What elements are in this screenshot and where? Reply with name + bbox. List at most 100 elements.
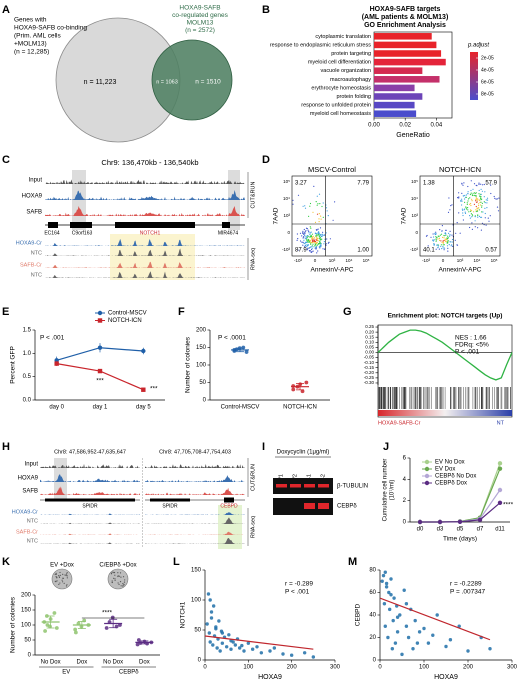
x-tick-label: 0 xyxy=(378,665,382,671)
annotation: **** xyxy=(503,502,514,509)
flow-event xyxy=(309,202,312,205)
data-point xyxy=(255,645,259,649)
flow-event xyxy=(488,220,490,222)
data-point xyxy=(393,641,398,645)
plot-title: MSCV-Control xyxy=(308,165,356,174)
region-title: Chr8: 47,586,952-47,635,647 xyxy=(54,449,126,455)
flow-event xyxy=(469,210,472,212)
data-point xyxy=(205,622,209,626)
flow-event xyxy=(302,244,304,246)
x-tick-label: 10³ xyxy=(329,258,336,263)
flow-event xyxy=(476,210,479,212)
x-tick-label: 10⁵ xyxy=(491,258,498,263)
flow-event xyxy=(464,194,466,197)
data-point xyxy=(435,613,439,617)
flow-event xyxy=(461,208,463,210)
flow-event xyxy=(315,235,317,237)
quadrant-value: 3.27 xyxy=(295,181,307,187)
colony xyxy=(55,572,57,574)
annotation: **** xyxy=(102,610,113,617)
flow-event xyxy=(302,231,304,233)
colony xyxy=(65,585,68,587)
flow-event xyxy=(437,238,439,240)
panel-letter: J xyxy=(383,441,389,453)
flow-event xyxy=(486,199,489,201)
data-point xyxy=(229,639,233,643)
colony xyxy=(111,581,113,583)
y-tick-label: 80 xyxy=(369,568,376,574)
colony-image xyxy=(107,568,129,590)
flow-event xyxy=(315,240,317,243)
flow-event xyxy=(446,238,448,240)
track-label: HOXA9-Cr xyxy=(16,240,42,246)
flow-event xyxy=(490,192,492,195)
data-point xyxy=(431,633,435,637)
data-point xyxy=(398,613,402,617)
y-tick-label: 10³ xyxy=(283,213,290,218)
data-point xyxy=(206,592,211,596)
flow-event xyxy=(471,214,473,216)
flow-event xyxy=(478,183,480,185)
chart-title: (AML patients & MOLM13) xyxy=(362,14,449,21)
flow-event xyxy=(305,230,307,232)
x-tick-label: 10⁵ xyxy=(363,258,370,263)
blot-band xyxy=(318,484,329,488)
flow-event xyxy=(304,233,306,235)
flow-event xyxy=(307,229,309,231)
flow-event xyxy=(314,221,317,223)
flow-event xyxy=(319,241,321,243)
flow-event xyxy=(469,193,471,196)
flow-event xyxy=(471,194,473,196)
flow-event xyxy=(471,216,473,218)
flow-event xyxy=(432,240,434,242)
marker xyxy=(141,387,146,392)
flow-event xyxy=(332,219,334,221)
flow-event xyxy=(306,236,309,238)
protein-label: β-TUBULIN xyxy=(337,484,368,490)
flow-event xyxy=(450,205,452,207)
flow-event xyxy=(305,236,307,238)
data-point xyxy=(246,641,251,645)
flow-event xyxy=(456,222,458,224)
marker xyxy=(417,519,423,525)
flow-event xyxy=(435,239,437,241)
flow-event xyxy=(302,230,304,232)
quadrant-value: 87.9 xyxy=(295,248,307,254)
flow-event xyxy=(451,244,453,246)
venn-label: +MOLM13) xyxy=(14,41,47,48)
flow-event xyxy=(438,237,440,239)
flow-event xyxy=(323,243,325,245)
flow-event xyxy=(316,237,318,239)
flow-event xyxy=(480,197,482,199)
flow-event xyxy=(329,238,331,240)
category-label: myeloid cell differentiation xyxy=(308,60,371,66)
flow-event xyxy=(445,233,447,235)
gene-box xyxy=(70,222,92,228)
flow-event xyxy=(308,232,310,234)
signal-track xyxy=(145,487,245,495)
x-axis-label: GeneRatio xyxy=(396,132,430,139)
flow-event xyxy=(481,190,483,192)
colony xyxy=(122,576,125,578)
flow-event xyxy=(486,207,488,209)
x-tick-label: 0 xyxy=(442,258,445,263)
flow-event xyxy=(304,207,307,209)
flow-event xyxy=(320,244,322,246)
flow-event xyxy=(297,194,300,196)
flow-event xyxy=(470,189,472,192)
flow-event xyxy=(480,216,482,218)
flow-event xyxy=(478,215,481,217)
flow-event xyxy=(438,248,440,250)
flow-event xyxy=(475,209,477,211)
flow-event xyxy=(482,184,484,186)
colony xyxy=(117,582,119,584)
y-tick-label: -0.20 xyxy=(364,370,375,375)
marker xyxy=(424,473,430,479)
colony xyxy=(119,581,122,583)
flow-event xyxy=(461,204,463,206)
flow-event xyxy=(483,183,485,186)
annotation: NES : 1.66 xyxy=(455,335,487,342)
flow-event xyxy=(441,248,443,250)
data-point xyxy=(383,570,387,574)
flow-event xyxy=(316,229,318,231)
